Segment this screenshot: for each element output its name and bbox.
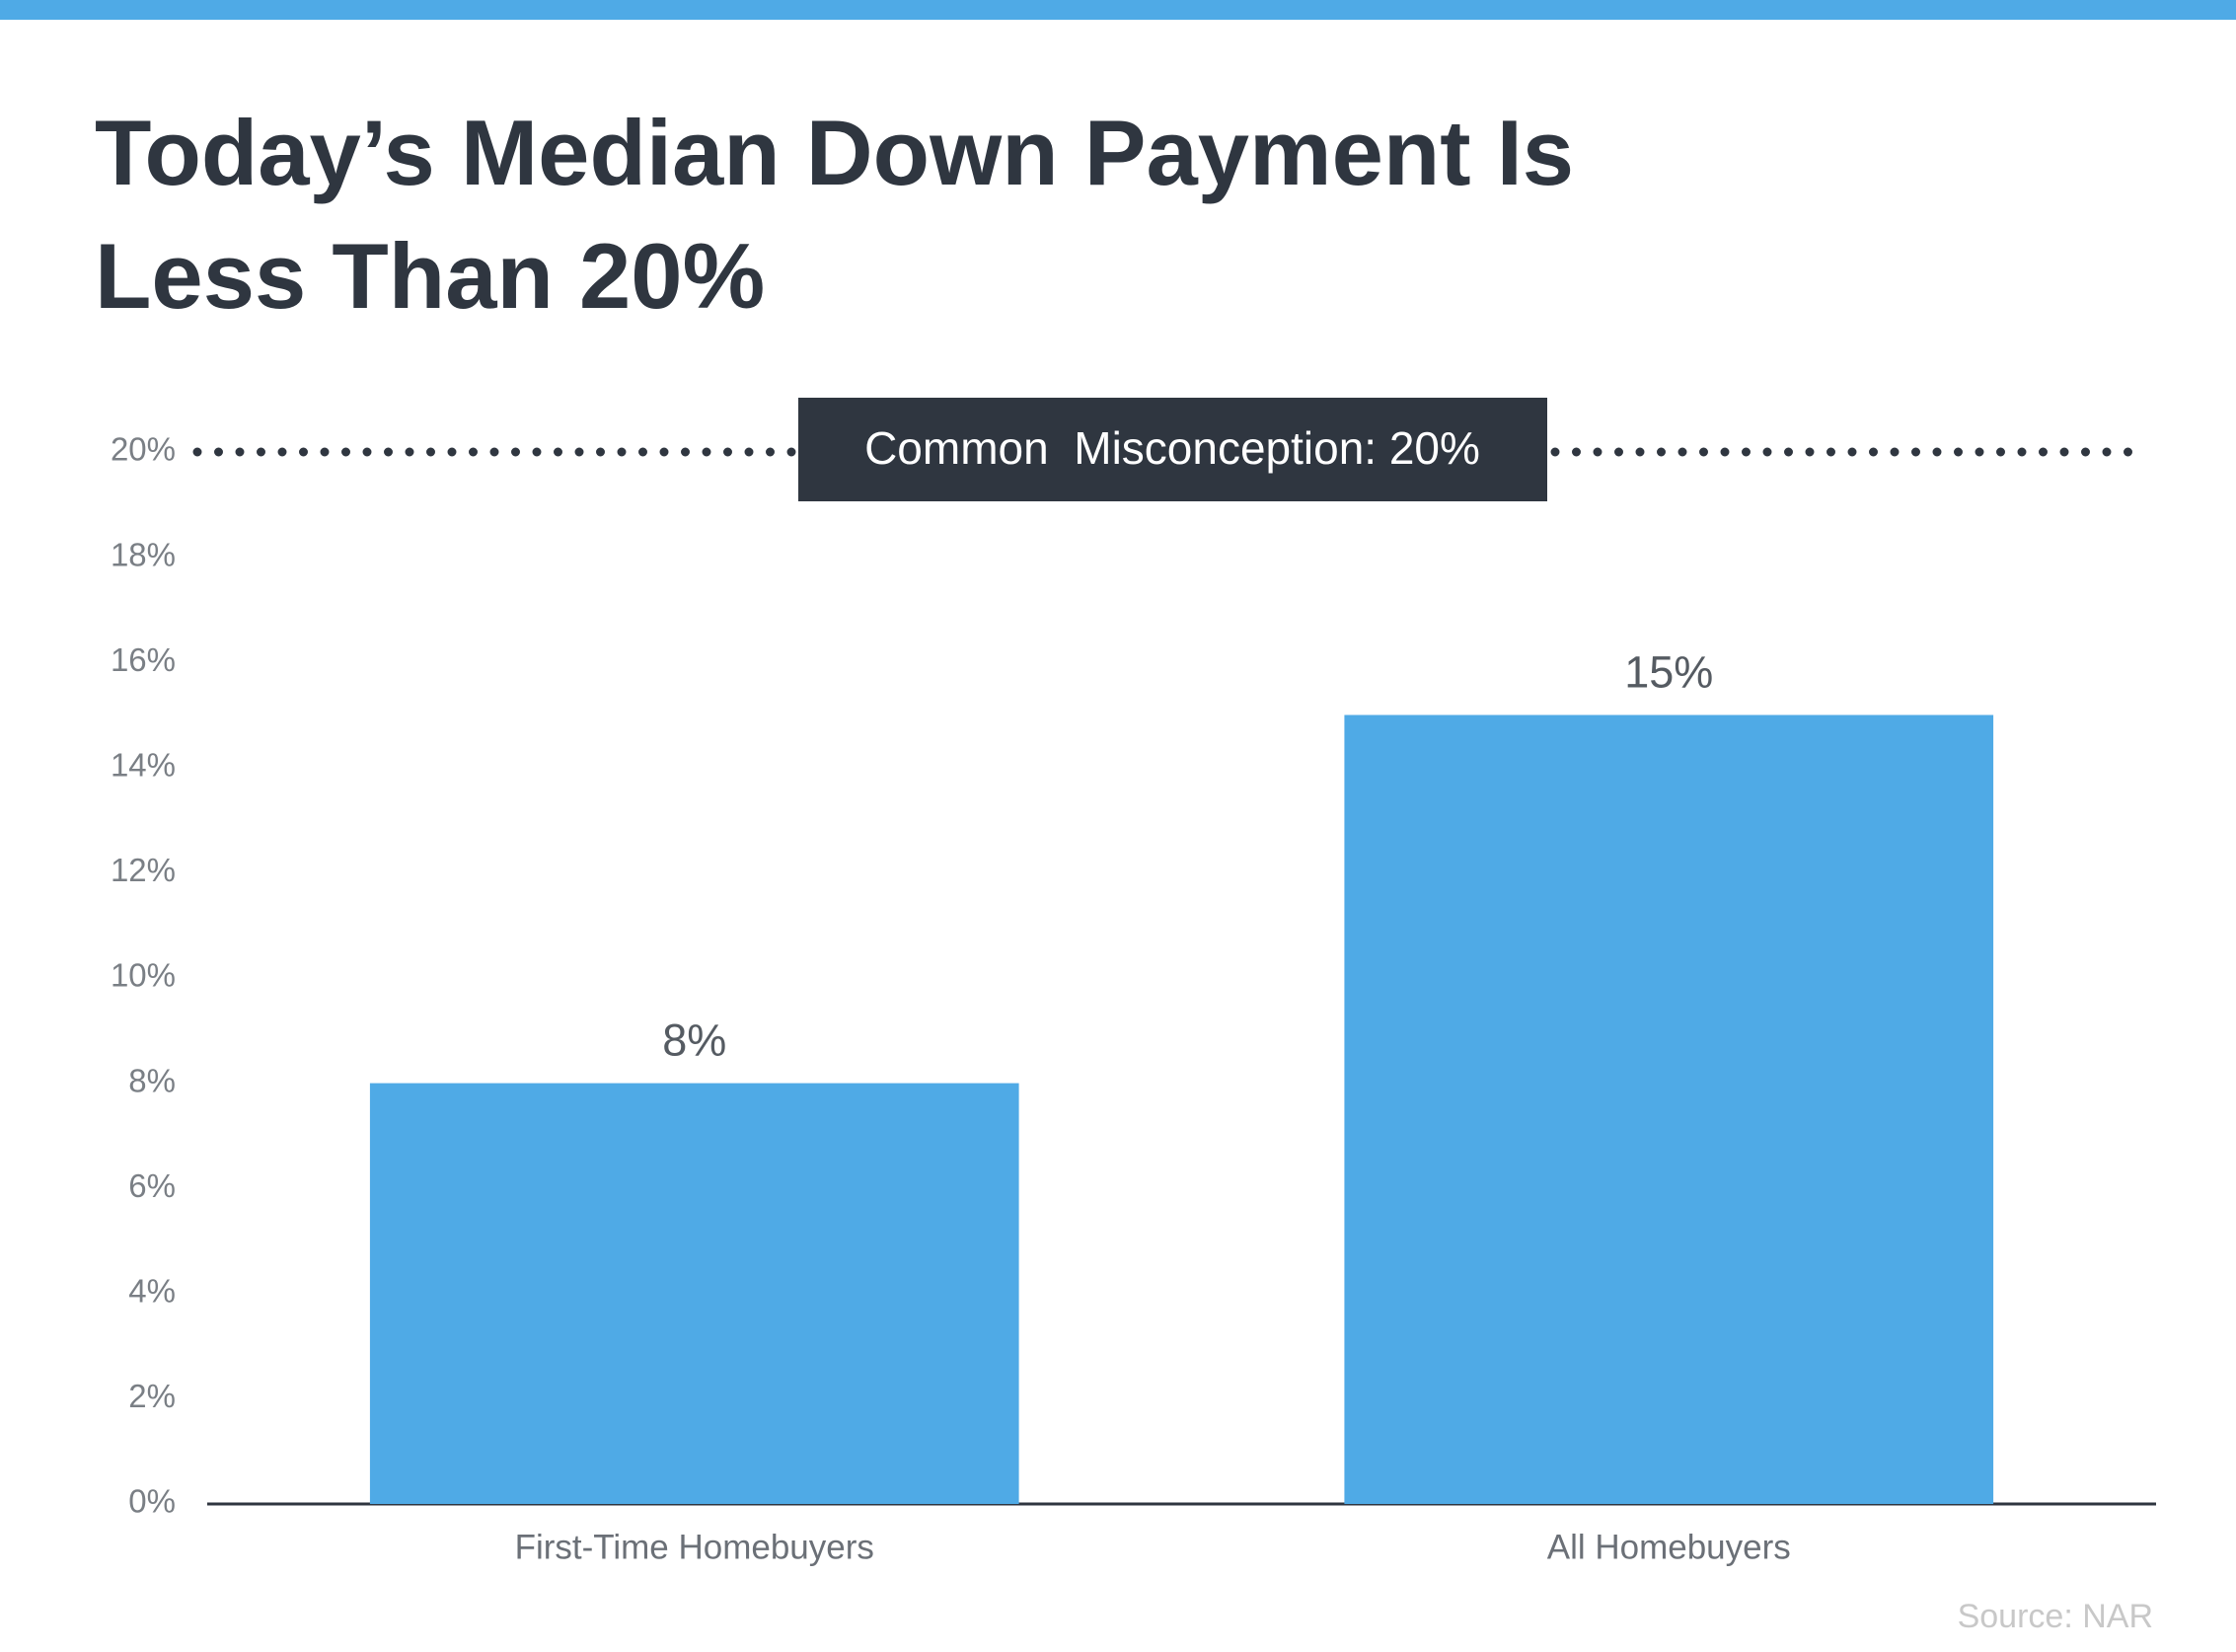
y-tick-label: 0% [128,1483,176,1520]
y-tick-label: 20% [111,431,176,468]
source: Source: NAR [1958,1598,2153,1635]
y-tick-label: 2% [128,1378,176,1414]
annotation-box [798,398,1547,501]
bar [369,1083,1019,1504]
bar [1344,714,1994,1504]
y-tick-label: 12% [111,852,176,888]
y-tick-label: 18% [111,536,176,572]
value-label: 15% [1624,646,1713,697]
y-tick-label: 10% [111,957,176,994]
value-label: 8% [662,1014,726,1065]
x-tick-label: First-Time Homebuyers [515,1528,874,1566]
chart-title: Today’s Median Down Payment Is Less Than… [95,101,1575,328]
annotation-label: Common Misconception: 20% [864,422,1480,474]
y-tick-label: 6% [128,1167,176,1204]
y-tick-label: 8% [128,1062,176,1098]
y-tick-label: 4% [128,1273,176,1310]
y-tick-label: 16% [111,641,176,678]
x-tick-label: All Homebuyers [1547,1528,1791,1566]
y-tick-label: 14% [111,747,176,784]
top-bar [0,0,2236,20]
